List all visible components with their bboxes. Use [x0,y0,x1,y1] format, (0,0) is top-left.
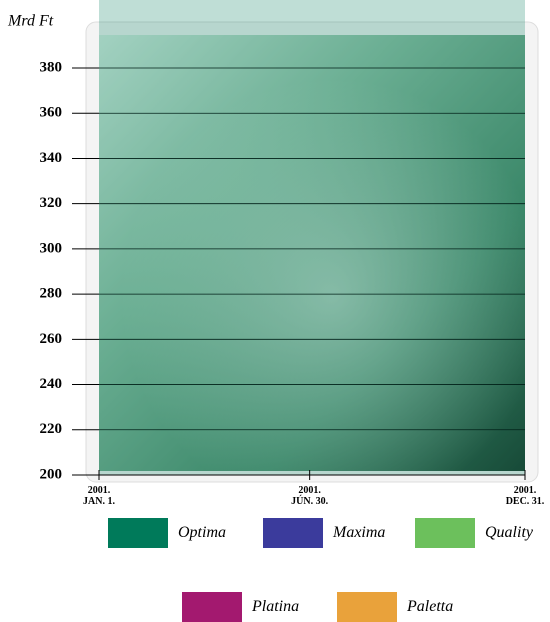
legend-label: Platina [252,598,300,615]
legend-item: Maxima [263,518,385,548]
y-tick-label: 320 [40,195,63,211]
background-highlight [99,35,525,471]
y-axis-label: Mrd Ft [7,13,54,30]
y-tick-label: 200 [40,466,63,482]
x-tick-label: 2001. DEC. 31. [505,485,545,507]
y-tick-label: 360 [40,105,63,121]
y-tick-label: 300 [40,240,63,256]
legend-label: Maxima [333,524,386,541]
legend-swatch [415,518,475,548]
legend-label: Optima [178,524,226,541]
legend-swatch [182,592,242,622]
y-tick-label: 280 [40,286,63,302]
legend-label: Paletta [407,598,454,615]
y-tick-label: 240 [40,376,63,392]
legend-item: Platina [182,592,299,622]
legend-swatch [337,592,397,622]
legend-swatch [108,518,168,548]
x-tick-label: 2001. JAN. 1. [83,485,115,507]
y-tick-label: 340 [40,150,63,166]
y-tick-label: 220 [40,421,63,437]
x-tick-label: 2001. JÚN. 30. [291,485,329,507]
legend-item: Paletta [337,592,453,622]
legend-item: Quality [415,518,533,548]
legend-swatch [263,518,323,548]
series-band [99,0,525,475]
legend-item: Optima [108,518,226,548]
legend-label: Quality [485,524,533,541]
y-tick-label: 380 [40,59,63,75]
y-tick-label: 260 [40,331,63,347]
